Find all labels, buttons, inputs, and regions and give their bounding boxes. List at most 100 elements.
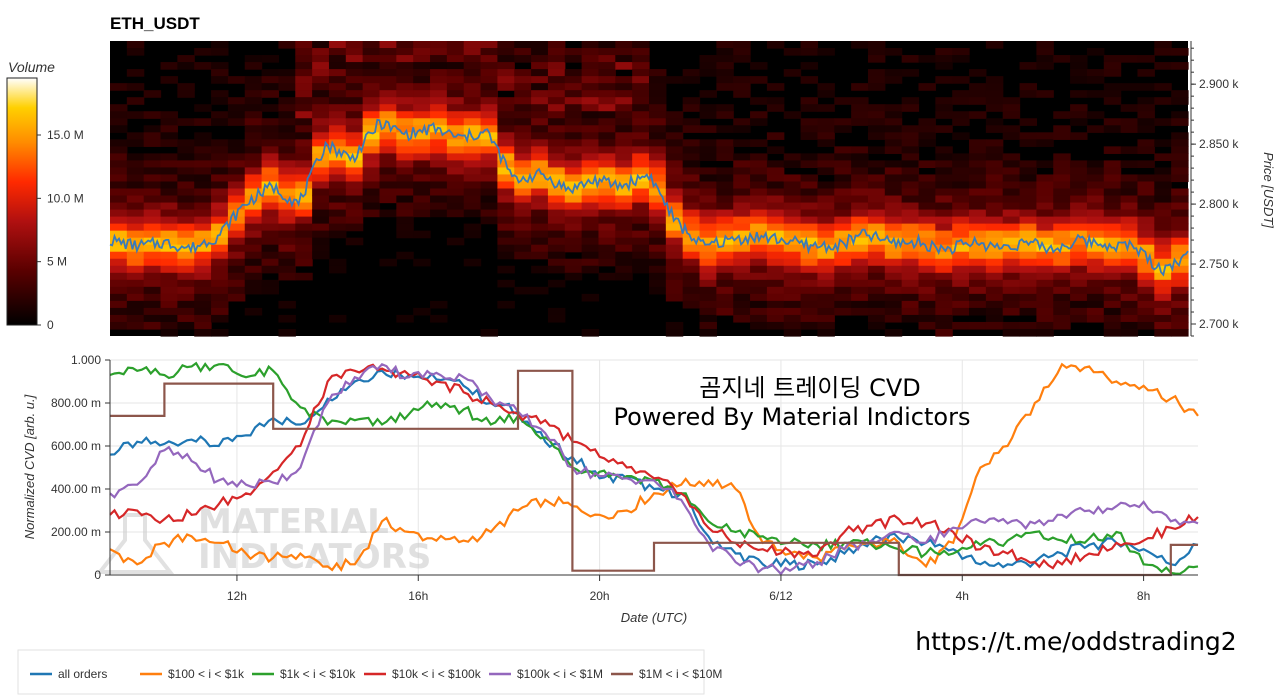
heatmap-cell <box>328 104 347 112</box>
heatmap-cell <box>362 55 381 63</box>
heatmap-cell <box>1103 69 1122 77</box>
heatmap-cell <box>312 174 330 183</box>
heatmap-cell <box>345 125 364 133</box>
heatmap-cell <box>918 230 936 239</box>
heatmap-cell <box>480 216 498 225</box>
heatmap-cell <box>800 48 819 56</box>
heatmap-cell <box>194 48 212 56</box>
heatmap-cell <box>1053 181 1071 190</box>
heatmap-cell <box>800 321 819 330</box>
heatmap-cell <box>531 125 549 133</box>
heatmap-cell <box>598 230 616 239</box>
heatmap-cell <box>413 230 431 239</box>
heatmap-cell <box>1053 153 1071 161</box>
heatmap-cell <box>1053 258 1071 267</box>
heatmap-cell <box>1120 174 1139 183</box>
heatmap-cell <box>497 69 515 77</box>
heatmap-cell <box>598 272 616 281</box>
heatmap-cell <box>547 307 566 316</box>
heatmap-cell <box>1154 181 1172 190</box>
heatmap-cell <box>194 118 212 126</box>
heatmap-cell <box>935 314 953 323</box>
heatmap-cell <box>598 125 616 133</box>
heatmap-cell <box>497 41 515 49</box>
heatmap-cell <box>514 104 532 112</box>
heatmap-cell <box>1019 286 1037 295</box>
heatmap-cell <box>1002 251 1021 260</box>
heatmap-cell <box>1103 251 1122 260</box>
heatmap-cell <box>211 328 229 337</box>
heatmap-cell <box>1019 195 1037 204</box>
heatmap-cell <box>581 69 600 77</box>
heatmap-cell <box>918 216 936 225</box>
heatmap-cell <box>598 195 616 204</box>
heatmap-cell <box>1137 174 1155 183</box>
heatmap-cell <box>244 55 263 63</box>
heatmap-cell <box>497 195 515 204</box>
heatmap-cell <box>194 265 212 274</box>
heatmap-cell <box>750 202 768 211</box>
heatmap-cell <box>295 209 313 218</box>
heatmap-cell <box>1171 139 1189 147</box>
heatmap-cell <box>430 41 448 49</box>
heatmap-cell <box>547 223 566 232</box>
heatmap-cell <box>463 118 482 126</box>
heatmap-cell <box>834 223 852 232</box>
heatmap-cell <box>547 195 566 204</box>
heatmap-cell <box>480 174 498 183</box>
heatmap-cell <box>632 125 650 133</box>
heatmap-cell <box>1154 209 1172 218</box>
heatmap-cell <box>160 174 178 183</box>
heatmap-cell <box>295 41 313 49</box>
heatmap-cell <box>1070 230 1088 239</box>
heatmap-cell <box>1002 188 1021 197</box>
heatmap-cell <box>817 293 835 302</box>
heatmap-cell <box>143 216 162 225</box>
heatmap-cell <box>278 83 296 91</box>
heatmap-cell <box>1070 272 1088 281</box>
heatmap-cell <box>649 132 667 140</box>
heatmap-cell <box>126 97 145 105</box>
heatmap-cell <box>1171 321 1189 330</box>
heatmap-cell <box>244 132 263 140</box>
heatmap-cell <box>699 216 717 225</box>
heatmap-cell <box>1019 279 1037 288</box>
heatmap-cell <box>867 55 886 63</box>
heatmap-cell <box>716 167 734 176</box>
telegram-url[interactable]: https://t.me/oddstrading2 <box>915 627 1236 656</box>
heatmap-cell <box>345 167 364 176</box>
heatmap-cell <box>1086 167 1105 176</box>
heatmap-cell <box>766 104 785 112</box>
heatmap-cell <box>463 83 482 91</box>
heatmap-cell <box>497 83 515 91</box>
heatmap-cell <box>126 209 145 218</box>
heatmap-cell <box>396 90 414 98</box>
heatmap-cell <box>682 167 701 176</box>
heatmap-cell <box>649 111 667 119</box>
heatmap-cell <box>1154 258 1172 267</box>
heatmap-cell <box>851 83 869 91</box>
heatmap-cell <box>295 97 313 105</box>
heatmap-cell <box>126 223 145 232</box>
heatmap-cell <box>952 111 970 119</box>
heatmap-cell <box>632 258 650 267</box>
heatmap-cell <box>1070 293 1088 302</box>
heatmap-cell <box>649 118 667 126</box>
heatmap-cell <box>1086 314 1105 323</box>
heatmap-cell <box>1002 328 1021 337</box>
heatmap-cell <box>1137 286 1155 295</box>
heatmap-cell <box>1137 181 1155 190</box>
heatmap-cell <box>1070 265 1088 274</box>
heatmap-cell <box>564 76 583 84</box>
heatmap-cell <box>1053 237 1071 246</box>
heatmap-cell <box>244 174 263 183</box>
heatmap-cell <box>278 104 296 112</box>
heatmap-cell <box>901 146 920 154</box>
heatmap-cell <box>564 118 583 126</box>
heatmap-cell <box>750 244 768 253</box>
heatmap-cell <box>1120 209 1139 218</box>
heatmap-cell <box>328 111 347 119</box>
heatmap-cell <box>766 146 785 154</box>
heatmap-cell <box>834 258 852 267</box>
heatmap-cell <box>413 62 431 70</box>
